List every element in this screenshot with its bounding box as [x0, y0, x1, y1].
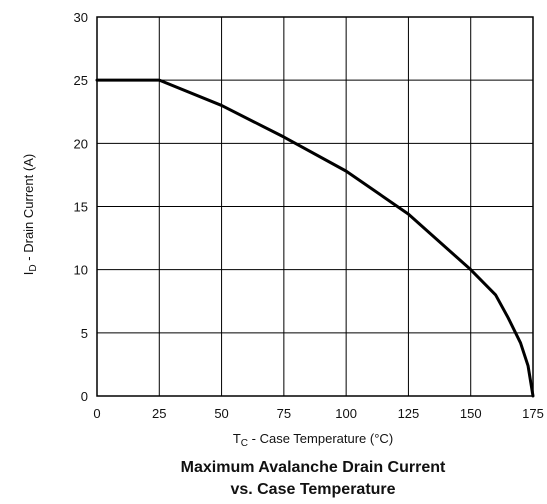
x-tick-labels: 0 25 50 75 100 125 150 175 — [93, 406, 543, 421]
x-tick-label: 125 — [398, 406, 420, 421]
x-tick-label: 0 — [93, 406, 100, 421]
x-tick-label: 175 — [522, 406, 544, 421]
chart-title-line-2: vs. Case Temperature — [230, 481, 395, 498]
y-axis-title-subscript: D — [28, 264, 39, 271]
y-tick-label: 5 — [81, 326, 88, 341]
y-tick-labels: 0 5 10 15 20 25 30 — [74, 10, 88, 404]
y-tick-label: 10 — [74, 263, 88, 278]
chart-title-line-1: Maximum Avalanche Drain Current — [181, 459, 446, 476]
y-axis-title-main: I — [21, 272, 36, 276]
x-tick-label: 75 — [277, 406, 291, 421]
y-tick-label: 25 — [74, 73, 88, 88]
x-tick-label: 100 — [335, 406, 357, 421]
grid — [96, 16, 534, 397]
series — [95, 78, 535, 398]
x-tick-label: 50 — [214, 406, 228, 421]
x-axis-title-rest: - Case Temperature (°C) — [248, 431, 393, 446]
x-tick-label: 25 — [152, 406, 166, 421]
x-axis-title: TC - Case Temperature (°C) — [233, 431, 393, 449]
y-tick-label: 15 — [74, 200, 88, 215]
plot-frame — [96, 16, 534, 397]
x-tick-label: 150 — [460, 406, 482, 421]
y-tick-label: 0 — [81, 389, 88, 404]
y-tick-label: 20 — [74, 136, 88, 151]
y-axis-title: ID - Drain Current (A) — [21, 154, 39, 275]
y-axis-title-rest: - Drain Current (A) — [21, 154, 36, 265]
series-line — [95, 78, 535, 398]
y-tick-label: 30 — [74, 10, 88, 25]
x-axis-title-subscript: C — [241, 438, 248, 449]
x-axis-title-main: T — [233, 431, 241, 446]
